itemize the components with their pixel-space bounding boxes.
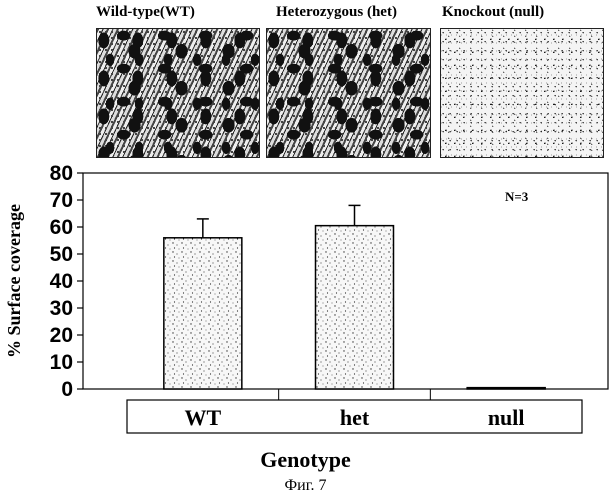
y-tick-label: 30 <box>50 297 73 320</box>
x-tick-label-null: null <box>488 405 525 430</box>
figure-caption: Фиг. 7 <box>284 477 327 494</box>
y-tick-label: 0 <box>61 378 73 401</box>
y-tick-label: 20 <box>50 324 73 347</box>
bar-WT <box>163 237 243 390</box>
bar-het <box>314 224 395 390</box>
y-tick-label: 60 <box>50 216 73 239</box>
x-tick-label-WT: WT <box>184 405 221 430</box>
micrograph-null <box>440 28 604 158</box>
y-tick-label: 10 <box>50 351 73 374</box>
panel-title-het: Heterozygous (het) <box>276 4 397 20</box>
y-tick-label: 80 <box>50 162 73 185</box>
micrograph-wt <box>96 28 260 158</box>
panel-title-wt: Wild-type(WT) <box>96 4 195 20</box>
panel-title-null: Knockout (null) <box>442 4 545 20</box>
y-tick-label: 40 <box>50 270 73 293</box>
micrograph-het <box>266 28 431 158</box>
x-axis-title: Genotype <box>260 447 351 472</box>
x-tick-label-het: het <box>340 405 370 430</box>
y-tick-label: 50 <box>50 243 73 266</box>
y-axis-title: % Surface coverage <box>4 204 24 358</box>
y-tick-label: 70 <box>50 189 73 212</box>
bar-chart: 0 10 20 30 40 50 60 70 80 % Surface coverage WT het… <box>4 162 609 434</box>
sample-size-annotation: N=3 <box>505 189 529 204</box>
category-label-box <box>126 399 583 434</box>
bar-null <box>466 386 546 390</box>
